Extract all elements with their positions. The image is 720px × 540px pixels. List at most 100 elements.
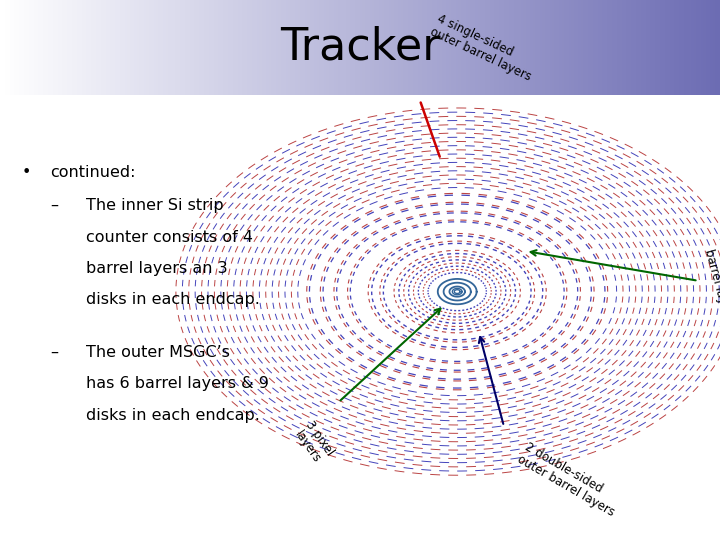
Bar	[113, 0, 115, 94]
Bar	[228, 0, 230, 94]
Bar	[377, 0, 379, 94]
Bar	[53, 0, 55, 94]
Bar	[161, 0, 163, 94]
Bar	[643, 0, 646, 94]
Bar	[689, 0, 691, 94]
Bar	[569, 0, 571, 94]
Bar	[108, 0, 110, 94]
Bar	[497, 0, 499, 94]
Bar	[595, 0, 598, 94]
Bar	[374, 0, 377, 94]
Bar	[598, 0, 600, 94]
Bar	[511, 0, 513, 94]
Bar	[274, 0, 276, 94]
Bar	[521, 0, 523, 94]
Bar	[518, 0, 521, 94]
Bar	[545, 0, 547, 94]
Bar	[538, 0, 540, 94]
Bar	[477, 0, 480, 94]
Bar	[624, 0, 626, 94]
Bar	[156, 0, 158, 94]
Bar	[648, 0, 650, 94]
Bar	[585, 0, 588, 94]
Bar	[634, 0, 636, 94]
Bar	[583, 0, 585, 94]
Bar	[492, 0, 495, 94]
Bar	[646, 0, 648, 94]
Bar	[451, 0, 454, 94]
Bar	[67, 0, 70, 94]
Bar	[259, 0, 261, 94]
Bar	[189, 0, 192, 94]
Bar	[29, 0, 31, 94]
Bar	[101, 0, 103, 94]
Bar	[41, 0, 43, 94]
Bar	[127, 0, 130, 94]
Bar	[463, 0, 466, 94]
Bar	[559, 0, 562, 94]
Bar	[670, 0, 672, 94]
Bar	[24, 0, 27, 94]
Bar	[578, 0, 581, 94]
Bar	[341, 0, 343, 94]
Bar	[194, 0, 197, 94]
Bar	[271, 0, 274, 94]
Bar	[662, 0, 665, 94]
Text: The inner Si strip: The inner Si strip	[86, 198, 224, 213]
Bar	[31, 0, 34, 94]
Bar	[221, 0, 223, 94]
Bar	[171, 0, 173, 94]
Bar	[590, 0, 593, 94]
Bar	[418, 0, 420, 94]
Bar	[533, 0, 535, 94]
Text: disks in each endcap.: disks in each endcap.	[86, 292, 260, 307]
Bar	[434, 0, 437, 94]
Bar	[199, 0, 202, 94]
Bar	[600, 0, 603, 94]
Bar	[389, 0, 391, 94]
Bar	[279, 0, 281, 94]
Bar	[178, 0, 180, 94]
Bar	[701, 0, 703, 94]
Bar	[17, 0, 19, 94]
Bar	[103, 0, 106, 94]
Bar	[482, 0, 485, 94]
Bar	[535, 0, 538, 94]
Bar	[99, 0, 101, 94]
Bar	[149, 0, 151, 94]
Text: 4 inner
barrel layers: 4 inner barrel layers	[702, 244, 720, 323]
Bar	[552, 0, 554, 94]
Bar	[7, 0, 9, 94]
Bar	[153, 0, 156, 94]
Bar	[297, 0, 300, 94]
Bar	[711, 0, 713, 94]
Bar	[696, 0, 698, 94]
Bar	[168, 0, 171, 94]
Bar	[391, 0, 394, 94]
Bar	[9, 0, 12, 94]
Bar	[365, 0, 367, 94]
Bar	[36, 0, 38, 94]
Bar	[686, 0, 689, 94]
Bar	[319, 0, 322, 94]
Bar	[636, 0, 639, 94]
Bar	[50, 0, 53, 94]
Text: 2 double-sided
outer barrel layers: 2 double-sided outer barrel layers	[515, 440, 624, 519]
Text: Tracker: Tracker	[279, 26, 441, 69]
Bar	[211, 0, 214, 94]
Text: –: –	[50, 345, 58, 360]
Bar	[655, 0, 657, 94]
Bar	[245, 0, 247, 94]
Bar	[394, 0, 396, 94]
Bar	[2, 0, 5, 94]
Bar	[547, 0, 549, 94]
Bar	[269, 0, 271, 94]
Bar	[173, 0, 175, 94]
Bar	[348, 0, 351, 94]
Bar	[216, 0, 218, 94]
Bar	[387, 0, 389, 94]
Bar	[509, 0, 511, 94]
Bar	[574, 0, 576, 94]
Bar	[77, 0, 79, 94]
Bar	[185, 0, 187, 94]
